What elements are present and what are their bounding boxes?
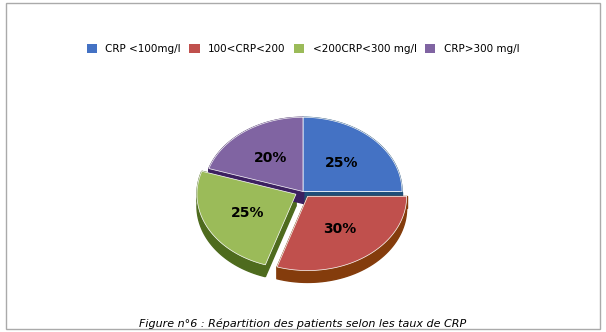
Polygon shape xyxy=(308,196,407,208)
Polygon shape xyxy=(277,196,407,283)
Text: 25%: 25% xyxy=(325,156,358,170)
Polygon shape xyxy=(209,169,303,204)
Polygon shape xyxy=(303,117,402,192)
Text: 20%: 20% xyxy=(255,151,288,165)
Polygon shape xyxy=(277,196,407,271)
Polygon shape xyxy=(209,117,303,192)
Polygon shape xyxy=(277,196,308,279)
Polygon shape xyxy=(303,192,402,204)
Legend: CRP <100mg/l, 100<CRP<200, <200CRP<300 mg/l, CRP>300 mg/l: CRP <100mg/l, 100<CRP<200, <200CRP<300 m… xyxy=(82,40,524,58)
Text: 30%: 30% xyxy=(323,222,356,236)
Polygon shape xyxy=(197,171,296,265)
Polygon shape xyxy=(197,171,265,277)
Polygon shape xyxy=(303,117,402,204)
Text: 25%: 25% xyxy=(231,206,264,220)
Text: Figure n°6 : Répartition des patients selon les taux de CRP: Figure n°6 : Répartition des patients se… xyxy=(139,318,467,329)
Polygon shape xyxy=(202,171,296,206)
Polygon shape xyxy=(209,117,303,181)
Polygon shape xyxy=(265,194,296,277)
